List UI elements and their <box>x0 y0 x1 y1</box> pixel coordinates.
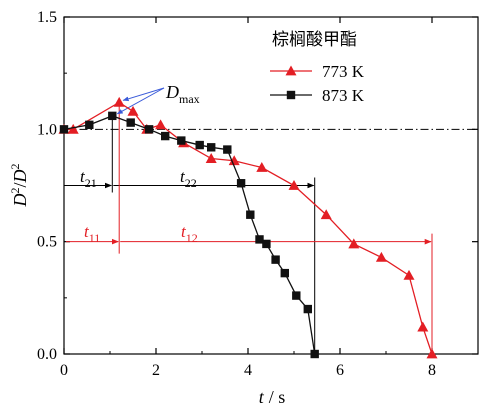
x-axis-label: t / s <box>259 387 286 407</box>
legend-label: 773 K <box>322 62 365 81</box>
data-point-1 <box>85 120 94 130</box>
t22-label: t22 <box>180 167 197 190</box>
data-point-1 <box>271 255 280 264</box>
dmax-pointer-873 <box>116 87 165 115</box>
data-point-0 <box>426 348 438 359</box>
data-point-0 <box>127 105 139 116</box>
dmax-pointer-773 <box>122 87 165 102</box>
data-point-0 <box>113 96 125 107</box>
data-point-1 <box>292 291 301 300</box>
data-point-0 <box>375 251 387 262</box>
data-point-0 <box>288 180 300 190</box>
t12-label: t12 <box>181 222 198 245</box>
data-point-0 <box>67 123 79 134</box>
data-point-1 <box>177 136 186 145</box>
data-point-0 <box>256 162 268 172</box>
y-tick-label: 1.5 <box>37 9 57 26</box>
legend-swatch-marker <box>286 90 296 100</box>
t21-label: t21 <box>80 167 97 190</box>
y-tick-label: 0.5 <box>37 234 57 251</box>
x-tick-label: 0 <box>60 362 68 379</box>
data-point-1 <box>207 143 216 152</box>
data-point-0 <box>403 269 415 280</box>
data-point-0 <box>417 321 429 332</box>
x-tick-label: 8 <box>428 362 436 379</box>
legend-title: 棕榈酸甲酯 <box>272 30 357 50</box>
legend-swatch-marker <box>285 65 297 76</box>
legend-label: 873 K <box>322 86 365 105</box>
data-point-1 <box>126 118 135 127</box>
data-point-1 <box>303 304 312 314</box>
y-tick-label: 0.0 <box>37 346 57 363</box>
data-point-0 <box>205 153 217 163</box>
legend: 棕榈酸甲酯 773 K 873 K <box>270 30 365 105</box>
axis-ticks: 0 2 4 6 8 0.0 0.5 1.0 1.5 <box>37 9 478 379</box>
data-point-0 <box>320 209 332 220</box>
data-point-1 <box>108 111 117 121</box>
x-tick-label: 4 <box>244 362 252 379</box>
data-point-1 <box>161 131 170 141</box>
y-axis-label: D2/D2 <box>8 163 30 207</box>
y-tick-label: 1.0 <box>37 121 57 138</box>
data-point-1 <box>262 239 271 249</box>
data-series <box>58 96 438 359</box>
x-tick-label: 2 <box>152 362 160 379</box>
data-point-1 <box>310 349 319 359</box>
dmax-label: Dmax <box>165 82 200 106</box>
t11-label: t11 <box>84 222 100 245</box>
data-point-0 <box>228 155 240 166</box>
data-point-1 <box>223 145 232 154</box>
interval-annotations <box>66 87 433 354</box>
data-point-1 <box>280 268 289 278</box>
x-tick-label: 6 <box>336 362 344 379</box>
data-point-1 <box>255 235 264 244</box>
data-point-1 <box>246 210 255 219</box>
data-point-1 <box>195 140 204 150</box>
data-point-0 <box>348 238 360 249</box>
data-point-0 <box>155 119 167 130</box>
data-point-1 <box>59 125 69 134</box>
data-point-1 <box>236 179 246 188</box>
data-point-1 <box>144 125 154 134</box>
